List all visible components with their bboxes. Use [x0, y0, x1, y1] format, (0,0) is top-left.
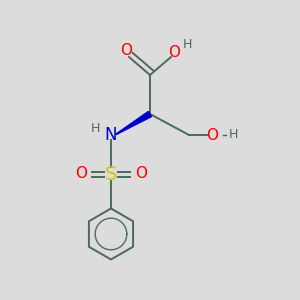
Text: H: H — [228, 128, 238, 142]
Text: O: O — [135, 167, 147, 182]
Polygon shape — [116, 111, 152, 134]
Text: O: O — [168, 45, 180, 60]
Text: N: N — [105, 126, 117, 144]
Text: H: H — [183, 38, 192, 51]
Text: S: S — [105, 164, 117, 184]
Text: O: O — [206, 128, 218, 142]
Text: H: H — [91, 122, 100, 135]
Text: O: O — [120, 43, 132, 58]
Text: O: O — [75, 167, 87, 182]
